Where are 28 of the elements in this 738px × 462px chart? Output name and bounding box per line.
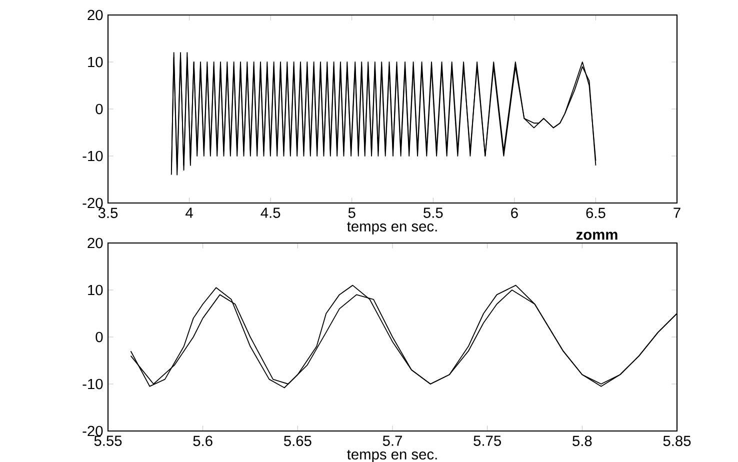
x-tick-label: 5.6 xyxy=(193,436,212,446)
x-tick-label: 5.55 xyxy=(94,436,122,446)
y-tick-label: -10 xyxy=(82,378,103,390)
y-tick-label: 10 xyxy=(88,56,103,68)
x-tick-label: 5.7 xyxy=(382,436,402,446)
x-tick-label: 5.8 xyxy=(572,436,592,446)
y-tick-label: -20 xyxy=(82,426,103,436)
text: zomm xyxy=(576,232,618,240)
x-tick-label: 7 xyxy=(674,208,680,218)
y-tick-label: 20 xyxy=(88,238,103,248)
y-tick-label: -20 xyxy=(82,198,103,208)
x-axis-title: temps en sec. xyxy=(347,222,437,234)
x-tick-label: 5.5 xyxy=(424,208,443,218)
x-tick-label: 3.5 xyxy=(98,208,118,218)
x-tick-label: 4.5 xyxy=(260,208,280,218)
y-tick-label: -10 xyxy=(82,150,103,162)
x-axis-title: temps en sec. xyxy=(347,450,437,462)
y-tick-label: 20 xyxy=(88,10,103,20)
x-tick-label: 5.85 xyxy=(663,436,691,446)
x-tick-label: 5.65 xyxy=(284,436,312,446)
x-tick-label: 5 xyxy=(348,208,356,218)
x-tick-label: 5.75 xyxy=(474,436,501,446)
y-tick-label: 0 xyxy=(96,332,103,342)
y-tick-label: 10 xyxy=(88,284,103,296)
x-tick-label: 6.5 xyxy=(586,208,606,218)
y-tick-label: 0 xyxy=(96,104,103,114)
x-tick-label: 6 xyxy=(511,208,518,218)
x-tick-label: 4 xyxy=(186,208,193,218)
